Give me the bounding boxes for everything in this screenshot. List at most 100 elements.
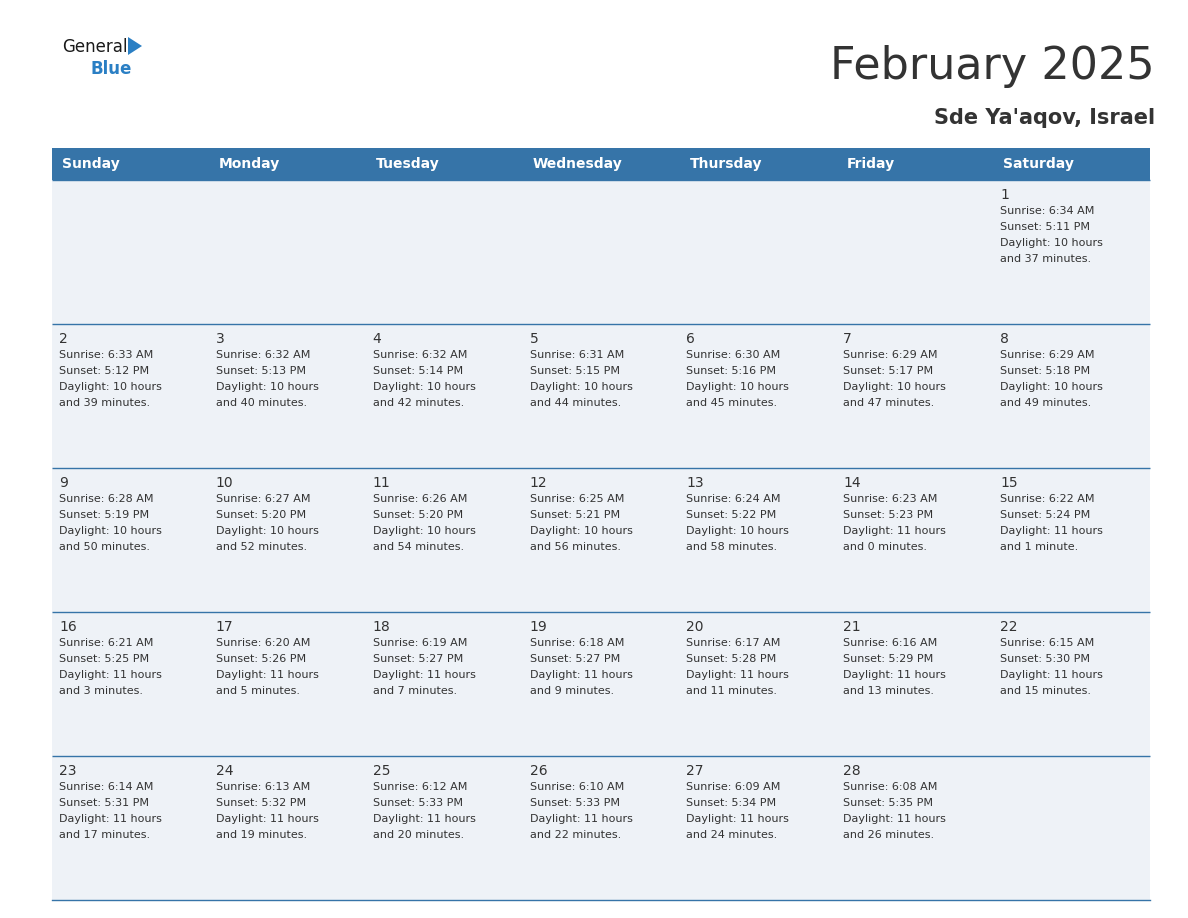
Text: Daylight: 11 hours: Daylight: 11 hours <box>843 814 946 824</box>
Bar <box>52 612 209 756</box>
Text: Sunrise: 6:24 AM: Sunrise: 6:24 AM <box>687 494 781 504</box>
Text: Daylight: 11 hours: Daylight: 11 hours <box>843 670 946 680</box>
Text: Sunrise: 6:20 AM: Sunrise: 6:20 AM <box>216 638 310 648</box>
Text: Sunrise: 6:29 AM: Sunrise: 6:29 AM <box>843 350 937 360</box>
Text: and 54 minutes.: and 54 minutes. <box>373 542 463 552</box>
Text: Sunrise: 6:23 AM: Sunrise: 6:23 AM <box>843 494 937 504</box>
Bar <box>209 180 366 324</box>
Text: and 17 minutes.: and 17 minutes. <box>59 830 150 840</box>
Text: 2: 2 <box>59 332 68 346</box>
Text: Sunrise: 6:32 AM: Sunrise: 6:32 AM <box>373 350 467 360</box>
Text: Sunset: 5:34 PM: Sunset: 5:34 PM <box>687 798 777 808</box>
Text: Sunrise: 6:29 AM: Sunrise: 6:29 AM <box>1000 350 1094 360</box>
Bar <box>993 324 1150 468</box>
Text: Sunset: 5:25 PM: Sunset: 5:25 PM <box>59 654 150 664</box>
Text: 27: 27 <box>687 764 704 778</box>
Bar <box>680 756 836 900</box>
Bar <box>209 756 366 900</box>
Text: Sunset: 5:18 PM: Sunset: 5:18 PM <box>1000 366 1091 376</box>
Text: 4: 4 <box>373 332 381 346</box>
Text: Daylight: 10 hours: Daylight: 10 hours <box>1000 238 1102 248</box>
Text: February 2025: February 2025 <box>830 45 1155 88</box>
Text: and 40 minutes.: and 40 minutes. <box>216 398 307 408</box>
Bar <box>523 756 680 900</box>
Text: and 0 minutes.: and 0 minutes. <box>843 542 928 552</box>
Text: Sunrise: 6:13 AM: Sunrise: 6:13 AM <box>216 782 310 792</box>
Bar <box>836 612 993 756</box>
Bar <box>680 468 836 612</box>
Bar <box>993 148 1150 180</box>
Bar <box>993 756 1150 900</box>
Text: and 47 minutes.: and 47 minutes. <box>843 398 935 408</box>
Text: and 22 minutes.: and 22 minutes. <box>530 830 621 840</box>
Text: Daylight: 10 hours: Daylight: 10 hours <box>216 526 318 536</box>
Text: and 3 minutes.: and 3 minutes. <box>59 686 143 696</box>
Text: Daylight: 11 hours: Daylight: 11 hours <box>687 670 789 680</box>
Text: Sunrise: 6:22 AM: Sunrise: 6:22 AM <box>1000 494 1094 504</box>
Text: Daylight: 11 hours: Daylight: 11 hours <box>530 670 632 680</box>
Text: Daylight: 11 hours: Daylight: 11 hours <box>216 670 318 680</box>
Text: and 24 minutes.: and 24 minutes. <box>687 830 778 840</box>
Text: and 1 minute.: and 1 minute. <box>1000 542 1079 552</box>
Text: and 7 minutes.: and 7 minutes. <box>373 686 457 696</box>
Text: and 11 minutes.: and 11 minutes. <box>687 686 777 696</box>
Text: Daylight: 11 hours: Daylight: 11 hours <box>373 670 475 680</box>
Text: Thursday: Thursday <box>689 157 762 171</box>
Text: 16: 16 <box>59 620 77 634</box>
Text: Daylight: 10 hours: Daylight: 10 hours <box>530 382 632 392</box>
Text: and 45 minutes.: and 45 minutes. <box>687 398 778 408</box>
Text: Sunrise: 6:16 AM: Sunrise: 6:16 AM <box>843 638 937 648</box>
Text: Daylight: 11 hours: Daylight: 11 hours <box>59 670 162 680</box>
Text: Sunrise: 6:26 AM: Sunrise: 6:26 AM <box>373 494 467 504</box>
Text: Sunset: 5:17 PM: Sunset: 5:17 PM <box>843 366 934 376</box>
Text: Sunset: 5:33 PM: Sunset: 5:33 PM <box>530 798 620 808</box>
Text: and 37 minutes.: and 37 minutes. <box>1000 254 1092 264</box>
Text: Sunset: 5:11 PM: Sunset: 5:11 PM <box>1000 222 1091 232</box>
Text: Sunrise: 6:30 AM: Sunrise: 6:30 AM <box>687 350 781 360</box>
Text: Wednesday: Wednesday <box>532 157 623 171</box>
Text: 17: 17 <box>216 620 234 634</box>
Bar <box>680 180 836 324</box>
Text: Sunrise: 6:27 AM: Sunrise: 6:27 AM <box>216 494 310 504</box>
Text: Sunset: 5:15 PM: Sunset: 5:15 PM <box>530 366 620 376</box>
Bar <box>209 148 366 180</box>
Bar <box>523 180 680 324</box>
Text: Daylight: 10 hours: Daylight: 10 hours <box>687 526 789 536</box>
Bar <box>993 468 1150 612</box>
Text: Tuesday: Tuesday <box>375 157 440 171</box>
Text: Daylight: 10 hours: Daylight: 10 hours <box>530 526 632 536</box>
Bar <box>366 148 523 180</box>
Text: 11: 11 <box>373 476 391 490</box>
Text: and 5 minutes.: and 5 minutes. <box>216 686 299 696</box>
Text: and 15 minutes.: and 15 minutes. <box>1000 686 1091 696</box>
Text: Sunset: 5:16 PM: Sunset: 5:16 PM <box>687 366 777 376</box>
Text: 8: 8 <box>1000 332 1009 346</box>
Text: 22: 22 <box>1000 620 1018 634</box>
Text: and 52 minutes.: and 52 minutes. <box>216 542 307 552</box>
Text: and 49 minutes.: and 49 minutes. <box>1000 398 1092 408</box>
Text: Daylight: 10 hours: Daylight: 10 hours <box>843 382 946 392</box>
Text: Sunrise: 6:08 AM: Sunrise: 6:08 AM <box>843 782 937 792</box>
Text: Sunset: 5:27 PM: Sunset: 5:27 PM <box>373 654 463 664</box>
Text: Saturday: Saturday <box>1003 157 1074 171</box>
Text: and 58 minutes.: and 58 minutes. <box>687 542 778 552</box>
Text: Sunset: 5:30 PM: Sunset: 5:30 PM <box>1000 654 1091 664</box>
Text: Sunrise: 6:34 AM: Sunrise: 6:34 AM <box>1000 206 1094 216</box>
Text: Sunset: 5:21 PM: Sunset: 5:21 PM <box>530 510 620 520</box>
Bar <box>52 324 209 468</box>
Bar <box>209 468 366 612</box>
Text: 14: 14 <box>843 476 861 490</box>
Text: Sunset: 5:24 PM: Sunset: 5:24 PM <box>1000 510 1091 520</box>
Text: Sunset: 5:33 PM: Sunset: 5:33 PM <box>373 798 462 808</box>
Text: Daylight: 10 hours: Daylight: 10 hours <box>373 526 475 536</box>
Text: Daylight: 11 hours: Daylight: 11 hours <box>216 814 318 824</box>
Text: Daylight: 10 hours: Daylight: 10 hours <box>216 382 318 392</box>
Text: and 42 minutes.: and 42 minutes. <box>373 398 465 408</box>
Text: Sunrise: 6:31 AM: Sunrise: 6:31 AM <box>530 350 624 360</box>
Text: Sunset: 5:26 PM: Sunset: 5:26 PM <box>216 654 307 664</box>
Text: 25: 25 <box>373 764 390 778</box>
Text: Sunset: 5:35 PM: Sunset: 5:35 PM <box>843 798 934 808</box>
Text: 9: 9 <box>59 476 68 490</box>
Text: Sunset: 5:29 PM: Sunset: 5:29 PM <box>843 654 934 664</box>
Text: Sunrise: 6:17 AM: Sunrise: 6:17 AM <box>687 638 781 648</box>
